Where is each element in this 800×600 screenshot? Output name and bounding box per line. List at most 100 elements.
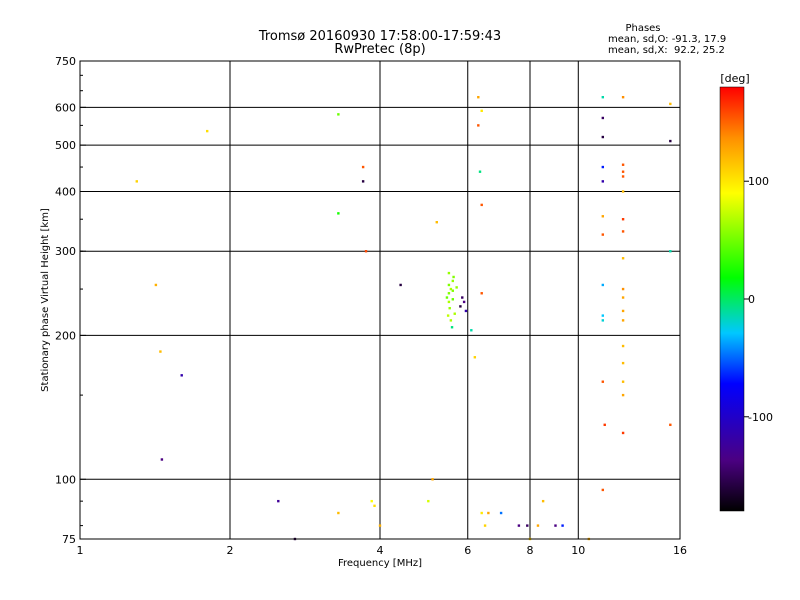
data-point — [621, 95, 625, 99]
data-point — [180, 374, 183, 377]
data-point — [477, 124, 480, 127]
x-tick-label: 16 — [673, 544, 687, 557]
data-point — [601, 319, 605, 322]
data-point — [452, 275, 455, 279]
data-point — [449, 319, 453, 322]
data-point — [517, 524, 521, 527]
data-point — [459, 305, 462, 308]
data-point — [601, 165, 605, 169]
y-tick-label: 75 — [62, 533, 76, 546]
x-tick-label: 1 — [77, 544, 84, 557]
data-point — [621, 361, 625, 365]
data-point — [601, 215, 605, 218]
data-point — [526, 524, 529, 527]
data-point — [453, 312, 456, 315]
data-point — [277, 499, 280, 503]
chart-title: Tromsø 20160930 17:58:00-17:59:43 — [258, 29, 501, 44]
data-point — [621, 380, 625, 383]
data-point — [621, 163, 625, 166]
data-point — [446, 314, 450, 317]
y-tick-label: 500 — [55, 139, 76, 152]
data-point — [205, 129, 209, 133]
y-tick-label: 400 — [55, 185, 76, 198]
chart-subtitle: RwPretec (8p) — [334, 42, 425, 57]
x-tick-label: 10 — [571, 544, 585, 557]
data-point — [464, 309, 468, 313]
data-point — [477, 95, 480, 99]
data-point — [447, 271, 451, 275]
data-point — [135, 180, 138, 183]
data-point — [451, 289, 455, 292]
colorbar-ticks: 100 0 -100 — [744, 175, 773, 424]
data-point — [603, 423, 606, 427]
data-point — [480, 109, 483, 113]
gridlines — [80, 61, 680, 539]
colorbar-tick-label: -100 — [748, 411, 773, 424]
data-point — [536, 524, 540, 527]
data-point — [621, 230, 625, 233]
data-point — [621, 175, 625, 178]
y-axis-label: Stationary phase Virtual Height [km] — [40, 208, 51, 392]
legend-line-x: mean, sd,X: 92.2, 25.2 — [608, 45, 725, 56]
data-point — [455, 286, 458, 289]
y-tick-label: 750 — [55, 55, 76, 68]
plot-frame — [79, 60, 681, 540]
x-tick-label: 2 — [227, 544, 234, 557]
data-point — [621, 287, 625, 291]
data-point — [435, 221, 438, 224]
x-axis-ticks: 1 2 4 6 8 10 16 — [77, 544, 688, 557]
data-point — [427, 499, 430, 503]
data-point — [601, 116, 605, 120]
data-point — [621, 393, 625, 397]
y-tick-label: 600 — [55, 101, 76, 114]
data-point — [447, 292, 451, 295]
data-point — [450, 326, 454, 329]
data-point — [601, 95, 605, 99]
data-point — [621, 319, 625, 322]
data-point — [160, 458, 164, 461]
data-point — [601, 283, 605, 287]
data-point — [601, 380, 605, 383]
data-point — [621, 296, 625, 299]
data-point — [669, 139, 672, 143]
y-tick-label: 100 — [55, 473, 76, 486]
colorbar-tick-label: 100 — [748, 175, 769, 188]
data-point — [621, 190, 625, 193]
colorbar-tick-label: 0 — [748, 293, 755, 306]
data-point — [601, 233, 605, 236]
data-point — [480, 511, 483, 515]
legend-title: Phases — [625, 23, 660, 34]
data-point — [621, 170, 625, 173]
data-point — [159, 350, 162, 353]
y-axis-ticks: 75 100 200 300 400 500 600 750 — [55, 55, 86, 546]
x-tick-label: 6 — [464, 544, 471, 557]
data-point — [483, 524, 487, 527]
data-point — [669, 102, 672, 106]
data-point — [337, 511, 340, 515]
data-point — [561, 524, 564, 527]
data-point — [378, 524, 382, 527]
data-point — [478, 170, 482, 173]
data-point — [473, 356, 477, 359]
data-point — [449, 287, 453, 291]
data-point — [470, 329, 473, 332]
data-point — [499, 511, 503, 515]
data-point — [621, 309, 625, 313]
data-point — [480, 203, 483, 207]
x-axis-label: Frequency [MHz] — [338, 558, 422, 569]
data-point — [337, 113, 340, 116]
data-point — [601, 180, 605, 183]
data-point — [621, 218, 625, 221]
x-tick-label: 8 — [527, 544, 534, 557]
data-point — [487, 511, 490, 515]
data-point — [399, 283, 402, 287]
data-point — [601, 314, 605, 317]
data-point — [461, 296, 464, 299]
data-point — [431, 478, 434, 481]
data-point — [480, 292, 483, 295]
data-point — [621, 431, 625, 435]
data-point — [601, 488, 605, 492]
data-point — [621, 344, 625, 348]
data-point — [447, 283, 451, 287]
